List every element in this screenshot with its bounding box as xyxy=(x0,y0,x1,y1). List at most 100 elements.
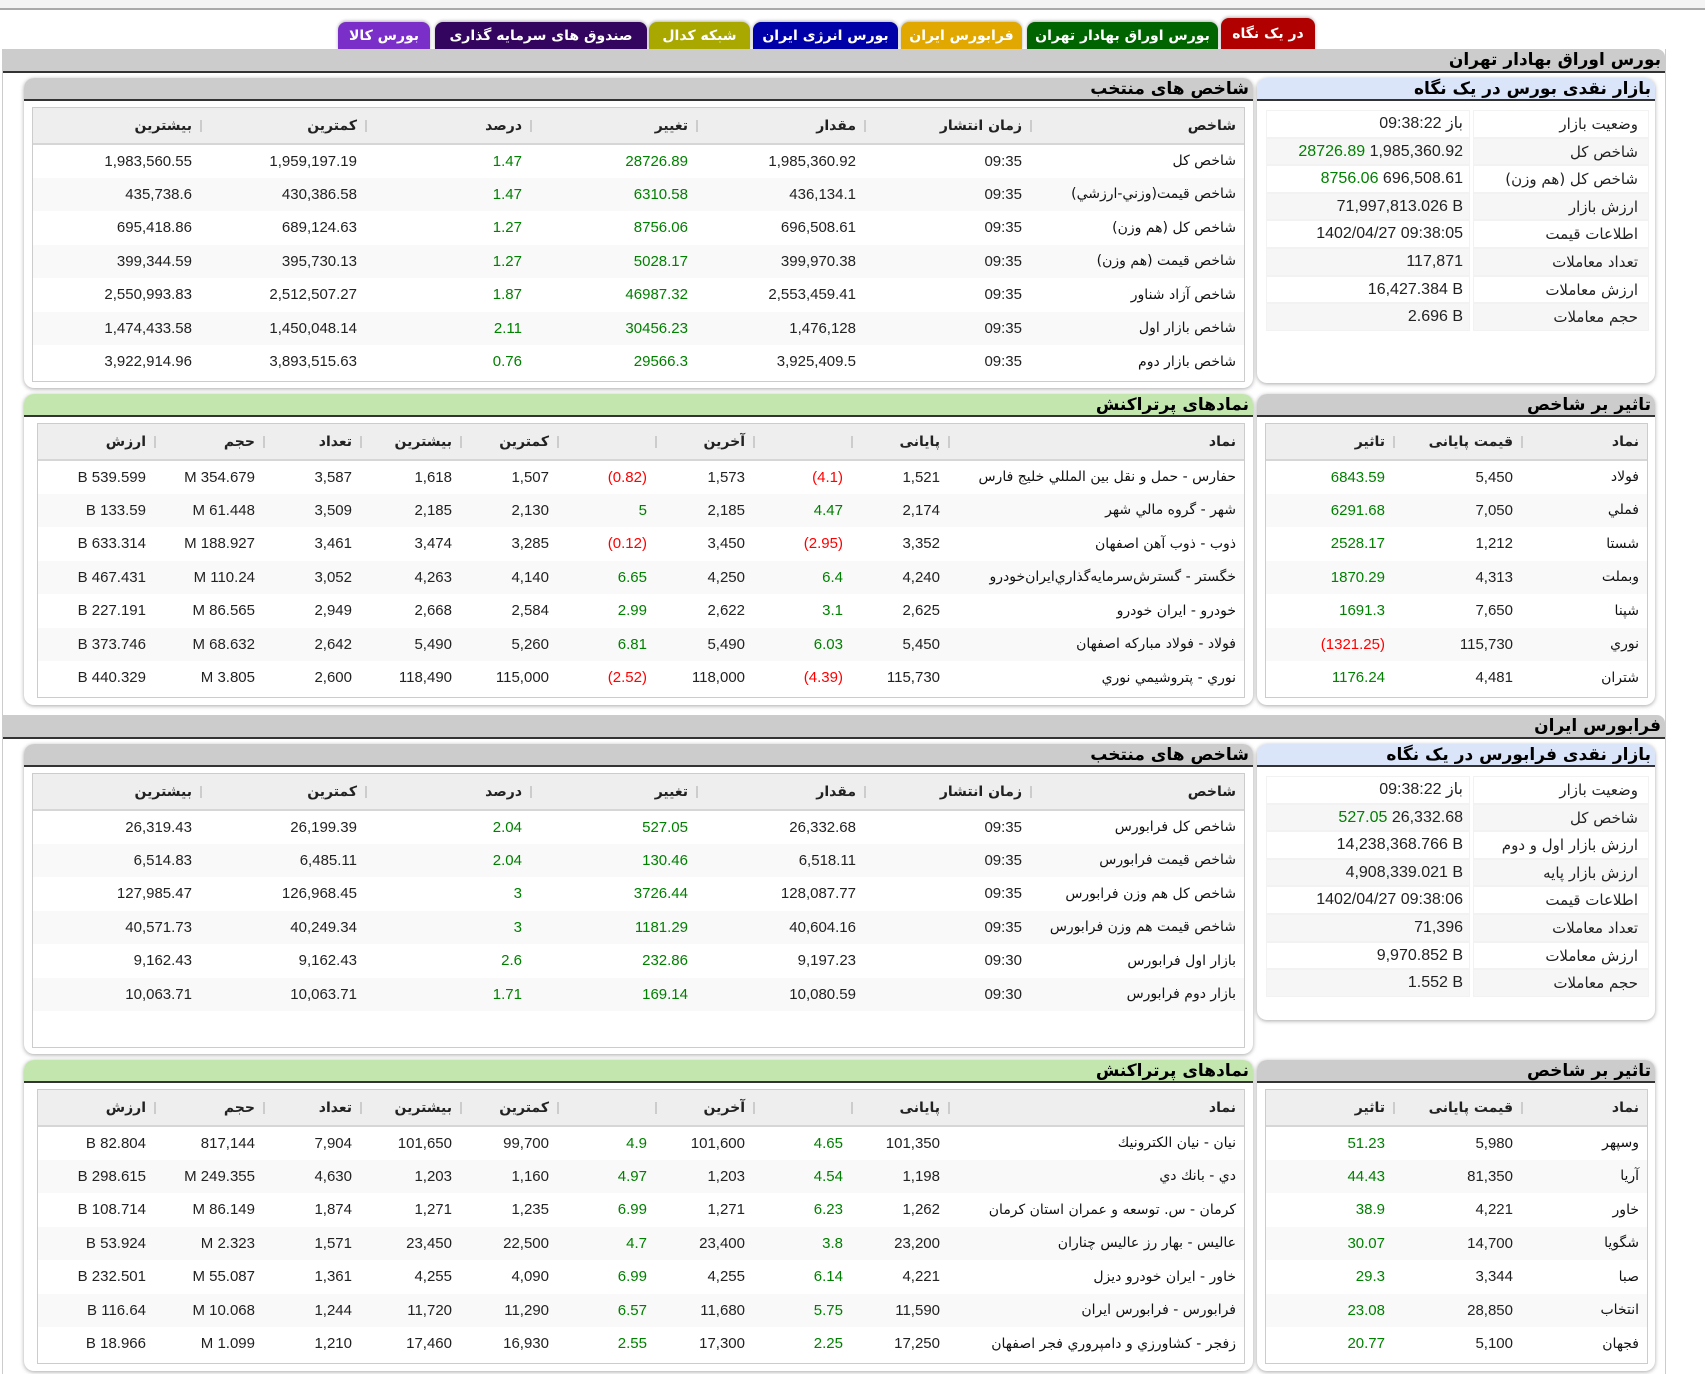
impact-row[interactable]: خاور 4,221 38.9 xyxy=(1266,1193,1647,1227)
traded-column-header[interactable] xyxy=(755,424,853,461)
index-row[interactable]: شاخص آزاد شناور 09:35 2,553,459.41 46987.32… xyxy=(33,278,1244,312)
traded-column-header[interactable] xyxy=(559,424,657,461)
traded-column-header[interactable]: تعداد xyxy=(265,1090,362,1127)
traded-column-header[interactable]: حجم xyxy=(156,1090,265,1127)
index-column-header[interactable]: تغییر xyxy=(532,108,698,145)
index-name-link[interactable]: شاخص آزاد شناور xyxy=(1130,286,1236,303)
index-row[interactable]: بازار اول فرابورس 09:30 9,197.23 232.86 2.6 9… xyxy=(33,944,1244,978)
traded-column-header[interactable]: آخرین xyxy=(657,1090,755,1127)
index-row[interactable]: شاخص قيمت (هم وزن) 09:35 399,970.38 5028.17… xyxy=(33,244,1244,278)
impact-row[interactable]: شگويا 14,700 30.07 xyxy=(1266,1226,1647,1260)
impact-name-link[interactable]: خاور xyxy=(1612,1201,1639,1218)
impact-row[interactable]: فملي 7,050 6291.68 xyxy=(1266,493,1647,527)
impact-row[interactable]: نوري 115,730 (1321.25) xyxy=(1266,627,1647,661)
impact-row[interactable]: شستا 1,212 2528.17 xyxy=(1266,527,1647,561)
traded-column-header[interactable]: نماد xyxy=(950,424,1244,461)
index-name-link[interactable]: شاخص قيمت هم وزن فرابورس xyxy=(1032,910,1244,944)
traded-name-link[interactable]: ذوب - ذوب آهن اصفهان xyxy=(1095,535,1236,552)
traded-row[interactable]: زفجر - كشاورزي و دامپروري فجر اصفهان 17,2… xyxy=(38,1327,1244,1361)
impact-name-link[interactable]: نوري xyxy=(1523,627,1647,661)
impact-row[interactable]: شتران 4,481 1176.24 xyxy=(1266,661,1647,695)
traded-column-header[interactable]: ارزش xyxy=(38,1090,156,1127)
impact-name-link[interactable]: وسپهر xyxy=(1602,1135,1639,1152)
traded-column-header[interactable]: بیشترین xyxy=(362,1090,462,1127)
index-name-link[interactable]: شاخص كل (هم وزن) xyxy=(1112,219,1236,236)
impact-row[interactable]: شپنا 7,650 1691.3 xyxy=(1266,594,1647,628)
index-column-header[interactable]: مقدار xyxy=(698,774,866,811)
traded-row[interactable]: نيان - نيان الكترونيك 101,350 4.65 101,600 4… xyxy=(38,1126,1244,1160)
tab-6[interactable]: بورس کالا xyxy=(338,22,430,50)
traded-row[interactable]: حفارس - حمل و نقل بين المللي خليج فارس 1,… xyxy=(38,460,1244,494)
index-name-link[interactable]: شاخص قيمت فرابورس xyxy=(1032,843,1244,877)
index-row[interactable]: شاخص كل 09:35 1,985,360.92 28726.89 1.47 1,95… xyxy=(33,144,1244,178)
traded-column-header[interactable] xyxy=(755,1090,853,1127)
index-column-header[interactable]: درصد xyxy=(367,108,532,145)
impact-row[interactable]: فجهان 5,100 20.77 xyxy=(1266,1327,1647,1361)
impact-name-link[interactable]: وبملت xyxy=(1523,560,1647,594)
index-name-link[interactable]: شاخص قيمت(وزني-ارزشي) xyxy=(1032,177,1244,211)
index-row[interactable]: شاخص كل هم وزن فرابورس 09:35 128,087.77 372… xyxy=(33,877,1244,911)
index-column-header[interactable]: بیشترین xyxy=(33,108,202,145)
traded-column-header[interactable]: تعداد xyxy=(265,424,362,461)
index-column-header[interactable]: مقدار xyxy=(698,108,866,145)
impact-name-link[interactable]: آريا xyxy=(1523,1159,1647,1193)
traded-name-link[interactable]: خاور - ايران‌ خودرو ديزل xyxy=(1093,1268,1236,1285)
index-name-link[interactable]: شاخص بازار دوم xyxy=(1138,353,1236,370)
index-row[interactable]: شاخص قيمت(وزني-ارزشي) 09:35 436,134.1 6310.… xyxy=(33,177,1244,211)
index-name-link[interactable]: بازار اول فرابورس xyxy=(1127,952,1236,969)
index-row[interactable]: شاخص كل فرابورس 09:35 26,332.68 527.05 2.04 2… xyxy=(33,810,1244,844)
index-name-link[interactable]: شاخص بازار اول xyxy=(1032,311,1244,345)
index-column-header[interactable]: زمان انتشار xyxy=(866,774,1032,811)
impact-column-header[interactable]: قیمت پایانی xyxy=(1395,1090,1523,1127)
traded-column-header[interactable]: کمترین xyxy=(462,1090,559,1127)
tab-2[interactable]: فرابورس ایران xyxy=(901,22,1022,50)
traded-row[interactable]: شهر - گروه مالي شهر 2,174 4.47 2,185 5 2,130 2… xyxy=(38,493,1244,527)
index-row[interactable]: شاخص كل (هم وزن) 09:35 696,508.61 8756.06 1.… xyxy=(33,211,1244,245)
impact-column-header[interactable]: نماد xyxy=(1523,424,1647,461)
traded-column-header[interactable]: پایانی xyxy=(853,424,950,461)
impact-row[interactable]: وسپهر 5,980 51.23 xyxy=(1266,1126,1647,1160)
impact-name-link[interactable]: شگويا xyxy=(1523,1226,1647,1260)
traded-row[interactable]: دي - بانك دي 1,198 4.54 1,203 4.97 1,160 1,203… xyxy=(38,1159,1244,1193)
index-column-header[interactable]: تغییر xyxy=(532,774,698,811)
impact-row[interactable]: انتخاب 28,850 23.08 xyxy=(1266,1293,1647,1327)
traded-name-link[interactable]: شهر - گروه مالي شهر xyxy=(950,493,1244,527)
index-row[interactable]: بازار دوم فرابورس 09:30 10,080.59 169.14 1.7… xyxy=(33,977,1244,1011)
tab-1[interactable]: بورس اوراق بهادار تهران xyxy=(1027,22,1218,50)
impact-name-link[interactable]: فولاد xyxy=(1610,469,1639,486)
index-row[interactable]: شاخص بازار دوم 09:35 3,925,409.5 29566.3 0.7… xyxy=(33,345,1244,379)
traded-row[interactable]: فولاد - فولاد مباركه اصفهان 5,450 6.03 5,49… xyxy=(38,627,1244,661)
traded-column-header[interactable]: آخرین xyxy=(657,424,755,461)
traded-name-link[interactable]: دي - بانك دي xyxy=(950,1159,1244,1193)
index-column-header[interactable]: کمترین xyxy=(202,774,367,811)
impact-name-link[interactable]: شتران xyxy=(1601,669,1639,686)
impact-row[interactable]: صبا 3,344 29.3 xyxy=(1266,1260,1647,1294)
impact-name-link[interactable]: صبا xyxy=(1618,1268,1639,1285)
index-row[interactable]: شاخص قيمت فرابورس 09:35 6,518.11 130.46 2.04… xyxy=(33,843,1244,877)
index-column-header[interactable]: بیشترین xyxy=(33,774,202,811)
tab-0[interactable]: در یک نگاه xyxy=(1221,18,1315,50)
traded-name-link[interactable]: نيان - نيان الكترونيك xyxy=(1117,1135,1236,1152)
index-row[interactable]: شاخص بازار اول 09:35 1,476,128 30456.23 2.11… xyxy=(33,311,1244,345)
traded-name-link[interactable]: زفجر - كشاورزي و دامپروري فجر اصفهان xyxy=(991,1335,1236,1352)
index-name-link[interactable]: شاخص كل فرابورس xyxy=(1114,819,1236,836)
traded-name-link[interactable]: خگستر - گسترش‌سرمايه‌گذاري‌ايران‌خودرو xyxy=(950,560,1244,594)
traded-column-header[interactable] xyxy=(559,1090,657,1127)
index-column-header[interactable]: شاخص xyxy=(1032,774,1244,811)
traded-row[interactable]: خگستر - گسترش‌سرمايه‌گذاري‌ايران‌خودرو 4,… xyxy=(38,560,1244,594)
impact-row[interactable]: آريا 81,350 44.43 xyxy=(1266,1159,1647,1193)
traded-row[interactable]: كرمان - س. توسعه و عمران استان كرمان 1,26… xyxy=(38,1193,1244,1227)
traded-row[interactable]: فرابورس - فرابورس ايران 11,590 5.75 11,680 6… xyxy=(38,1293,1244,1327)
traded-name-link[interactable]: حفارس - حمل و نقل بين المللي خليج فارس xyxy=(978,469,1236,486)
index-column-header[interactable]: شاخص xyxy=(1032,108,1244,145)
impact-column-header[interactable]: قیمت پایانی xyxy=(1395,424,1523,461)
impact-name-link[interactable]: فجهان xyxy=(1602,1335,1639,1352)
impact-column-header[interactable]: تاثیر xyxy=(1266,424,1395,461)
traded-row[interactable]: عاليس - بهار رز عاليس چناران 23,200 3.8 23,… xyxy=(38,1226,1244,1260)
index-name-link[interactable]: شاخص قيمت (هم وزن) xyxy=(1032,244,1244,278)
traded-name-link[interactable]: فرابورس - فرابورس ايران xyxy=(950,1293,1244,1327)
impact-name-link[interactable]: شستا xyxy=(1606,535,1639,552)
impact-name-link[interactable]: شپنا xyxy=(1614,602,1639,619)
traded-name-link[interactable]: عاليس - بهار رز عاليس چناران xyxy=(950,1226,1244,1260)
traded-row[interactable]: خاور - ايران‌ خودرو ديزل 4,221 6.14 4,255 6.… xyxy=(38,1260,1244,1294)
